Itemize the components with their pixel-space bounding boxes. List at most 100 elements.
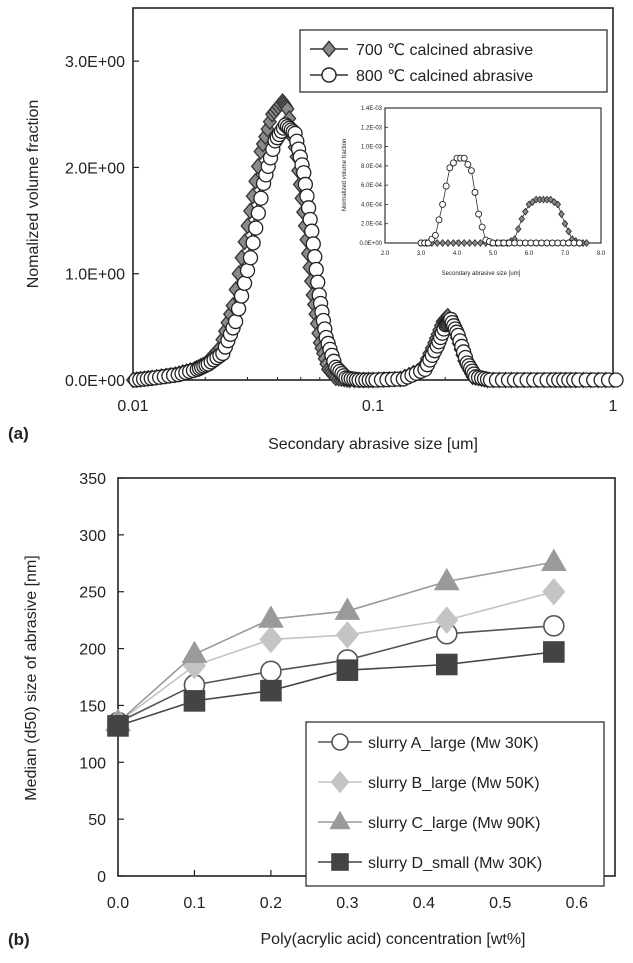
panel-b-legend-frame <box>305 721 605 887</box>
y-tick-label: 200 <box>79 642 106 659</box>
series-line <box>117 561 554 724</box>
series-point <box>304 223 320 239</box>
inset-series-point <box>449 159 457 167</box>
legend-entry: slurry C_large (Mw 90K) <box>368 815 540 832</box>
inset-series-point <box>439 239 446 247</box>
legend-marker <box>331 853 349 871</box>
panel-b-chart: 0 50 100 150 200 250 300 350 0.0 0.1 0.2 0.3 0.4 0.5… <box>8 471 616 949</box>
x-tick-label: 0.6 <box>566 895 588 912</box>
inset-x-tick-label: 2.0 <box>381 251 390 257</box>
inset-y-tick-label: 8.0E-04 <box>361 164 383 170</box>
inset-x-tick-label: 6.0 <box>525 251 534 257</box>
inset-y-tick-label: 1.2E-03 <box>361 125 383 131</box>
x-tick-label: 0.5 <box>489 895 511 912</box>
series-point <box>230 301 247 317</box>
legend-entry: slurry D_small (Mw 30K) <box>368 855 542 872</box>
series-point <box>250 205 266 221</box>
series-point <box>435 606 459 634</box>
x-tick-label: 1 <box>609 398 618 415</box>
inset-series-point <box>467 167 475 175</box>
y-tick-label: 150 <box>79 698 106 715</box>
panel-a-y-ticks: 0.0E+00 1.0E+00 2.0E+00 3.0E+00 <box>65 54 139 390</box>
series-line <box>117 625 554 724</box>
inset-series-point <box>522 207 529 216</box>
inset-y-tick-label: 0.0E+00 <box>359 241 382 247</box>
inset-plot-frame <box>384 107 602 244</box>
panel-a-x-axis-label: Secondary abrasive size [um] <box>268 436 478 453</box>
panel-b-x-axis-label: Poly(acrylic acid) concentration [wt%] <box>261 931 526 948</box>
legend-marker <box>321 40 337 58</box>
series-point <box>245 235 261 251</box>
inset-series-point <box>471 239 479 247</box>
series-point <box>242 250 259 266</box>
legend-entry: 800 ℃ calcined abrasive <box>356 68 533 85</box>
series-point <box>543 615 565 637</box>
inset-series-point <box>460 239 468 247</box>
series-point <box>239 262 256 279</box>
series-point <box>335 621 359 649</box>
inset-series-point <box>455 239 463 247</box>
panel-a-chart: 0.0E+00 1.0E+00 2.0E+00 3.0E+00 0.01 0.1 1 Se… <box>8 7 624 453</box>
panel-b-series <box>105 548 567 737</box>
inset-series-point <box>475 210 483 218</box>
series-point <box>236 275 253 291</box>
x-tick-label: 0.4 <box>413 895 435 912</box>
series-point <box>260 679 282 702</box>
series-point <box>542 577 566 606</box>
inset-y-tick-label: 1.4E-03 <box>361 106 383 112</box>
x-tick-label: 0.2 <box>260 895 282 912</box>
series-point <box>336 659 359 681</box>
series-point <box>435 653 458 676</box>
inset-y-tick-label: 6.0E-04 <box>361 183 383 189</box>
x-tick-label: 0.3 <box>336 895 358 912</box>
y-tick-label: 2.0E+00 <box>65 160 125 177</box>
inset-series-point <box>446 164 454 172</box>
x-tick-label: 0.01 <box>117 398 148 415</box>
y-tick-label: 0.0E+00 <box>65 373 125 390</box>
inset-series-point <box>439 200 447 208</box>
inset-x-tick-label: 8.0 <box>597 251 606 257</box>
series-point <box>310 274 326 290</box>
y-tick-label: 3.0E+00 <box>65 54 125 71</box>
series-circle <box>128 117 624 388</box>
series-point <box>308 261 324 278</box>
inset-y-ticks: 0.0E+00 2.0E-04 4.0E-04 6.0E-04 8.0E-04 1.0E-… <box>359 106 388 247</box>
panel-b-legend: slurry A_large (Mw 30K) slurry B_large (M… <box>305 721 605 887</box>
legend-entry: 700 ℃ calcined abrasive <box>356 42 533 59</box>
series-point <box>259 625 283 654</box>
series-point <box>305 236 321 252</box>
series-point <box>543 641 565 663</box>
series-point <box>183 690 206 712</box>
inset-series-point <box>460 154 468 162</box>
series-point <box>260 660 282 683</box>
series-point <box>608 372 624 388</box>
series-point <box>307 249 323 265</box>
inset-series-point <box>442 182 450 190</box>
inset-series-point <box>583 239 590 247</box>
legend-marker <box>321 67 337 83</box>
series-point <box>258 605 284 628</box>
panel-a-label: (a) <box>8 424 29 443</box>
series-point <box>253 190 269 206</box>
inset-x-tick-label: 5.0 <box>489 251 498 257</box>
y-tick-label: 350 <box>79 471 106 488</box>
inset-series-point <box>433 239 441 247</box>
inset-series-point <box>561 219 569 228</box>
series-point <box>107 715 129 737</box>
inset-series-point <box>464 160 472 168</box>
panel-b-y-axis-label: Median (d50) size of abrasive [nm] <box>23 555 40 800</box>
series-point <box>181 640 208 664</box>
inset-series-point <box>554 200 562 209</box>
series-line <box>117 590 555 724</box>
series-point <box>248 220 264 236</box>
inset-series-point <box>565 227 572 236</box>
series-triangle <box>105 548 567 732</box>
inset-series-point <box>547 195 554 204</box>
inset-series-point <box>471 188 479 196</box>
x-tick-label: 0.0 <box>107 895 129 912</box>
series-point <box>227 313 244 330</box>
series-square <box>107 641 565 737</box>
inset-series-point <box>514 225 522 233</box>
series-point <box>433 567 460 591</box>
panel-a-y-axis-label: Nomalized volume fraction <box>25 100 42 289</box>
